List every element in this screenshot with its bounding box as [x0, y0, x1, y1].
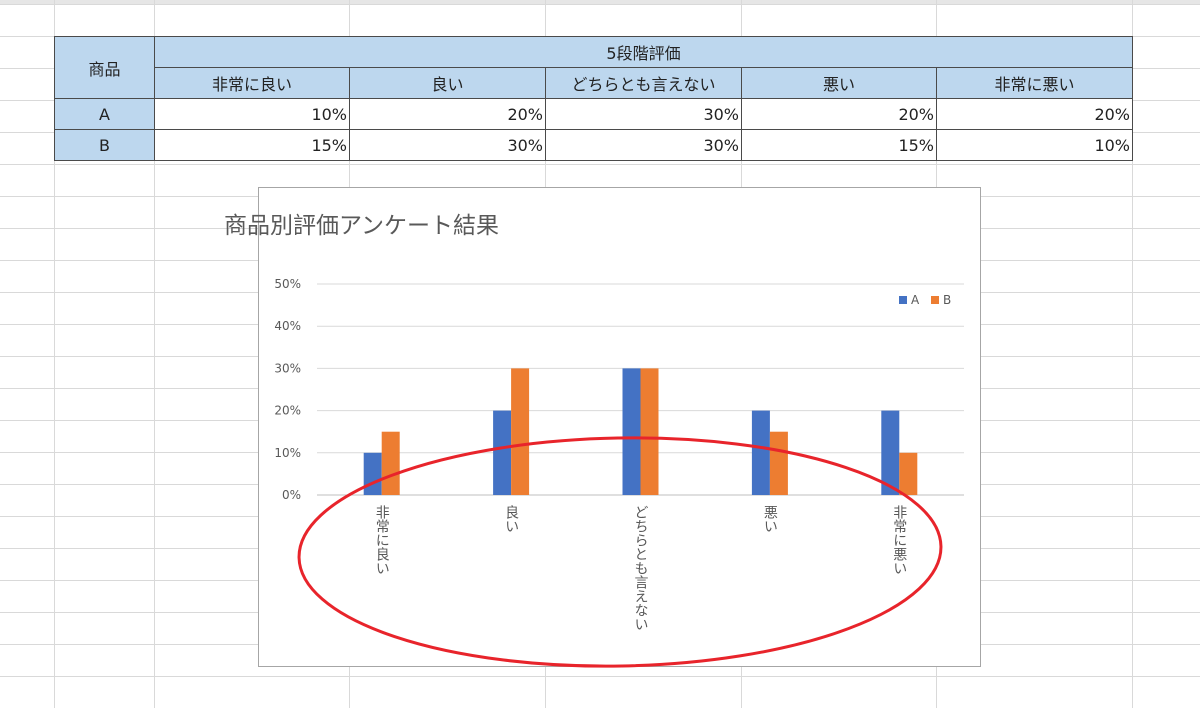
y-tick-label: 10%	[274, 446, 301, 460]
y-tick-label: 30%	[274, 361, 301, 375]
chart-plot: 0% 10% 20% 30% 40% 50% 非常に良い 良い どちらとも言えない 悪い 非常に悪い…	[274, 277, 964, 631]
bar-series-b[interactable]	[769, 431, 788, 495]
rating-col-header[interactable]: 良い	[349, 67, 546, 99]
rating-col-header[interactable]: 非常に悪い	[936, 67, 1133, 99]
category-label: どちらとも言えない	[633, 505, 649, 631]
row-label-cell[interactable]: A	[54, 98, 155, 130]
value-cell[interactable]: 30%	[349, 129, 546, 161]
bar-series-a[interactable]	[622, 368, 641, 495]
value-cell[interactable]: 20%	[741, 98, 937, 130]
legend-label: A	[911, 293, 920, 307]
rating-col-header[interactable]: どちらとも言えない	[545, 67, 742, 99]
value-cell[interactable]: 20%	[936, 98, 1133, 130]
value-cell[interactable]: 30%	[545, 129, 742, 161]
y-tick-label: 40%	[274, 319, 301, 333]
table-row: A 10% 20% 30% 20% 20%	[54, 98, 1133, 130]
value-cell[interactable]: 10%	[154, 98, 350, 130]
y-tick-label: 0%	[282, 488, 301, 502]
row-label-cell[interactable]: B	[54, 129, 155, 161]
bar-series-b[interactable]	[640, 368, 659, 495]
category-label: 非常に良い	[374, 505, 390, 575]
bar-series-b[interactable]	[381, 431, 400, 495]
rating-data-table: 商品 5段階評価 非常に良い 良い どちらとも言えない 悪い 非常に悪い A 1…	[54, 36, 1133, 161]
y-tick-label: 50%	[274, 277, 301, 291]
value-cell[interactable]: 15%	[741, 129, 937, 161]
category-label: 良い	[503, 505, 519, 533]
rating-col-header[interactable]: 悪い	[741, 67, 937, 99]
table-row: B 15% 30% 30% 15% 10%	[54, 129, 1133, 161]
legend-swatch	[931, 296, 939, 304]
bar-series-b[interactable]	[511, 368, 530, 495]
value-cell[interactable]: 15%	[154, 129, 350, 161]
value-cell[interactable]: 10%	[936, 129, 1133, 161]
rating-header-cell[interactable]: 5段階評価	[154, 36, 1133, 68]
value-cell[interactable]: 30%	[545, 98, 742, 130]
y-tick-label: 20%	[274, 404, 301, 418]
category-label: 非常に悪い	[891, 505, 907, 575]
rating-col-header[interactable]: 非常に良い	[154, 67, 350, 99]
bar-series-a[interactable]	[363, 452, 382, 495]
bar-series-a[interactable]	[493, 410, 512, 495]
category-label: 悪い	[762, 505, 778, 533]
bar-series-a[interactable]	[751, 410, 770, 495]
sheet-top-strip	[0, 0, 1200, 5]
chart-container[interactable]: 0% 10% 20% 30% 40% 50% 非常に良い 良い どちらとも言えない 悪い 非常に悪い…	[258, 187, 981, 667]
bar-series-b[interactable]	[899, 452, 918, 495]
value-cell[interactable]: 20%	[349, 98, 546, 130]
product-header-cell[interactable]: 商品	[54, 36, 155, 99]
bar-series-a[interactable]	[881, 410, 900, 495]
legend-swatch	[899, 296, 907, 304]
legend-label: B	[943, 293, 951, 307]
